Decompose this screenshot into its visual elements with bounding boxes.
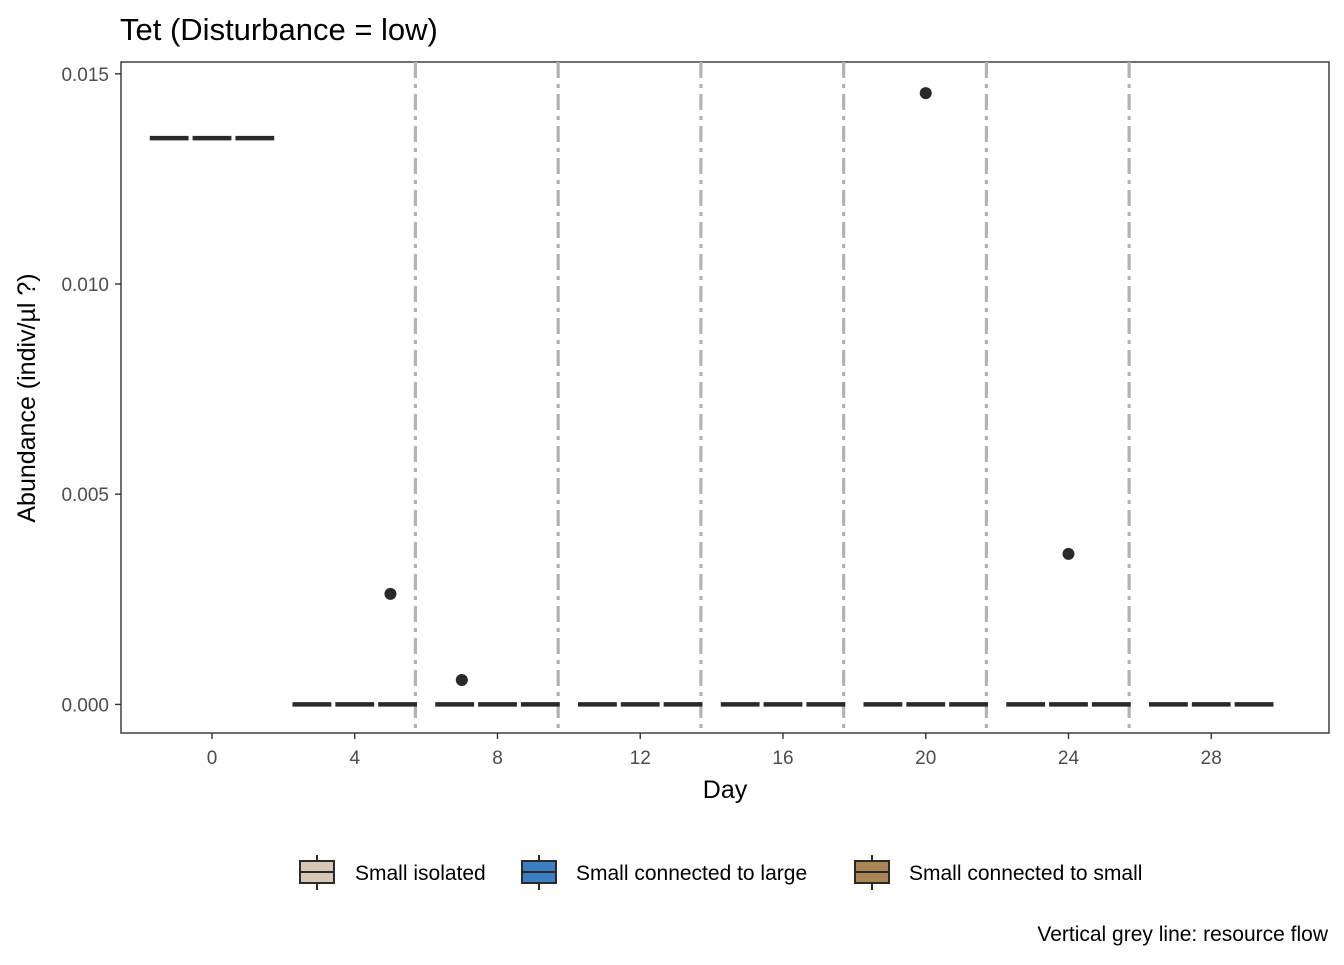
legend-item: Small connected to large (521, 855, 807, 890)
x-tick-label: 4 (349, 748, 360, 769)
y-tick-label: 0.010 (61, 275, 109, 296)
x-tick-label: 12 (630, 748, 651, 769)
legend-label: Small isolated (355, 862, 486, 885)
x-tick-label: 16 (772, 748, 793, 769)
outlier-point (384, 587, 397, 600)
outlier-point (919, 87, 932, 100)
y-tick-label: 0.005 (61, 485, 109, 506)
box-groups (149, 135, 1274, 707)
plot-panel (120, 61, 1330, 734)
legend-item: Small connected to small (854, 855, 1142, 890)
x-axis-ticks: 0 4 8 12 16 20 24 28 (207, 733, 1222, 769)
y-axis-ticks: 0.000 0.005 0.010 0.015 (61, 65, 121, 716)
x-axis-label: Day (703, 776, 748, 804)
outlier-point (1062, 547, 1075, 560)
y-tick-label: 0.015 (61, 65, 109, 86)
outlier-points (384, 87, 1075, 687)
x-tick-label: 24 (1058, 748, 1080, 769)
y-tick-label: 0.000 (61, 695, 109, 716)
legend-item: Small isolated (299, 855, 486, 890)
legend: Small isolated Small connected to large Sm… (299, 855, 1142, 890)
resource-flow-lines (413, 62, 1131, 733)
chart-caption: Vertical grey line: resource flow (1037, 923, 1328, 946)
outlier-point (455, 674, 468, 687)
x-tick-label: 28 (1201, 748, 1222, 769)
x-tick-label: 0 (207, 748, 218, 769)
legend-label: Small connected to large (576, 862, 807, 885)
x-tick-label: 20 (915, 748, 936, 769)
y-axis-label: Abundance (indiv/µl ?) (13, 273, 41, 522)
chart-title: Tet (Disturbance = low) (120, 12, 438, 47)
legend-label: Small connected to small (909, 862, 1142, 885)
x-tick-label: 8 (492, 748, 503, 769)
